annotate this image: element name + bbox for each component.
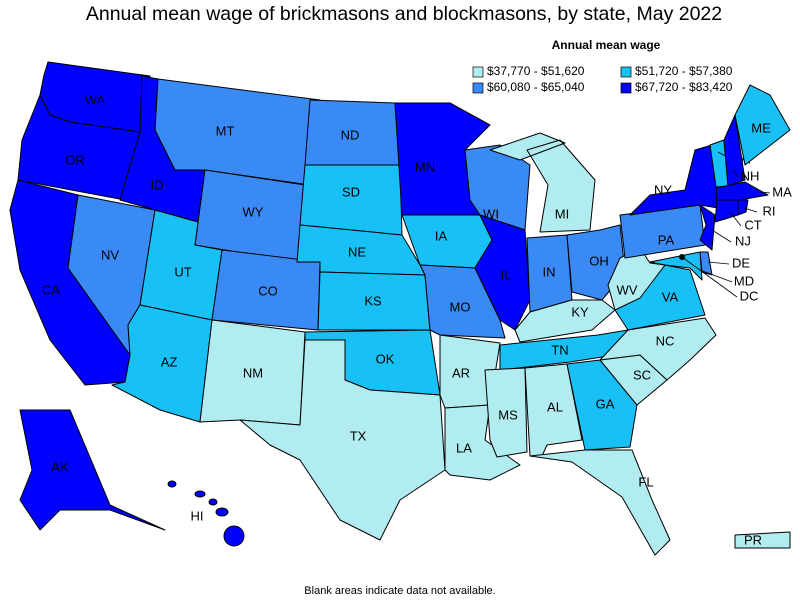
state-label: NY	[654, 182, 672, 197]
state-shape	[194, 490, 206, 498]
leader-line	[729, 211, 742, 227]
legend-label: $67,720 - $83,420	[635, 80, 733, 94]
legend: $37,770 - $51,620 $51,720 - $57,380 $60,08…	[472, 64, 733, 94]
state-label: KS	[364, 293, 382, 308]
state-shape	[734, 531, 791, 549]
legend-label: $37,770 - $51,620	[487, 64, 585, 78]
state-label: MA	[772, 184, 792, 199]
state-label: CA	[42, 282, 60, 297]
state-label: IN	[543, 264, 556, 279]
state-label: DE	[732, 255, 750, 270]
state-label: TX	[350, 428, 367, 443]
legend-swatch	[620, 82, 632, 94]
state-label: NV	[101, 247, 119, 262]
state-shape	[167, 480, 177, 488]
legend-label: $51,720 - $57,380	[635, 64, 733, 78]
state-label: GA	[596, 396, 615, 411]
state-label: IL	[501, 267, 512, 282]
state-shape	[714, 199, 739, 223]
state-label: KY	[571, 304, 589, 319]
state-label: MD	[734, 273, 754, 288]
state-label: UT	[174, 264, 191, 279]
state-label: CT	[744, 217, 761, 232]
state-label: AK	[51, 459, 69, 474]
state-shape	[484, 367, 528, 458]
state-label: OK	[376, 351, 395, 366]
state-label: AZ	[161, 354, 178, 369]
state-label: SD	[342, 184, 360, 199]
leader-line	[707, 261, 730, 265]
state-label: OH	[589, 253, 609, 268]
state-shape	[514, 299, 616, 343]
state-label: NE	[348, 244, 366, 259]
state-shape	[474, 214, 531, 331]
state-label: SC	[633, 367, 651, 382]
state-label: MI	[555, 206, 569, 221]
state-label: MO	[450, 299, 471, 314]
state-shape	[699, 204, 716, 251]
state-label: IA	[435, 228, 448, 243]
state-label: AR	[452, 365, 470, 380]
state-label: WA	[85, 92, 106, 107]
leader-line	[732, 169, 739, 178]
state-shape	[215, 507, 229, 517]
state-label: MN	[415, 159, 435, 174]
leader-line	[699, 269, 733, 283]
leader-line	[743, 207, 758, 213]
state-shape	[734, 84, 791, 166]
state-shape	[208, 498, 218, 506]
state-label: ND	[341, 127, 360, 142]
leader-line	[711, 229, 732, 243]
state-label: WY	[243, 204, 264, 219]
state-shape	[529, 449, 671, 556]
footnote: Blank areas indicate data not available.	[304, 585, 495, 597]
legend-label: $60,080 - $65,040	[487, 80, 585, 94]
legend-swatch	[620, 66, 632, 78]
state-label: PA	[658, 232, 675, 247]
state-shape	[239, 339, 446, 541]
state-shape	[737, 199, 749, 216]
state-label: WV	[617, 282, 638, 297]
state-label: NJ	[735, 233, 751, 248]
state-label: TN	[551, 342, 568, 357]
state-shape	[19, 409, 166, 531]
state-shape	[299, 164, 403, 236]
state-label: NC	[656, 333, 675, 348]
state-label: PR	[744, 532, 762, 547]
state-shape	[723, 114, 746, 187]
state-label: DC	[740, 288, 759, 303]
state-label: RI	[763, 203, 776, 218]
state-shape	[489, 132, 596, 233]
state-label: ME	[751, 120, 771, 135]
map: WA OR CA NV ID MT WY UT CO AZ NM ND SD NE KS OK TX MN IA MO…	[9, 61, 792, 556]
state-shape	[566, 359, 638, 451]
legend-swatch	[472, 66, 484, 78]
state-label: VA	[662, 289, 679, 304]
legend-title: Annual mean wage	[552, 38, 661, 52]
state-label: LA	[456, 440, 472, 455]
state-shape	[649, 251, 703, 281]
leader-line	[759, 191, 771, 194]
state-label: MS	[498, 407, 518, 422]
state-label: ID	[151, 177, 164, 192]
state-label: NH	[741, 168, 760, 183]
legend-swatch	[472, 82, 484, 94]
state-label: OR	[65, 152, 85, 167]
state-label: HI	[191, 508, 204, 523]
state-label: NM	[243, 365, 263, 380]
state-shape	[715, 181, 769, 201]
map-title: Annual mean wage of brickmasons and bloc…	[86, 3, 722, 25]
leader-line	[681, 256, 738, 298]
state-shape	[223, 525, 245, 547]
state-label: CO	[258, 283, 278, 298]
state-label: FL	[638, 474, 653, 489]
state-label: AL	[547, 399, 563, 414]
state-label: MT	[216, 123, 235, 138]
state-shape	[154, 78, 321, 186]
